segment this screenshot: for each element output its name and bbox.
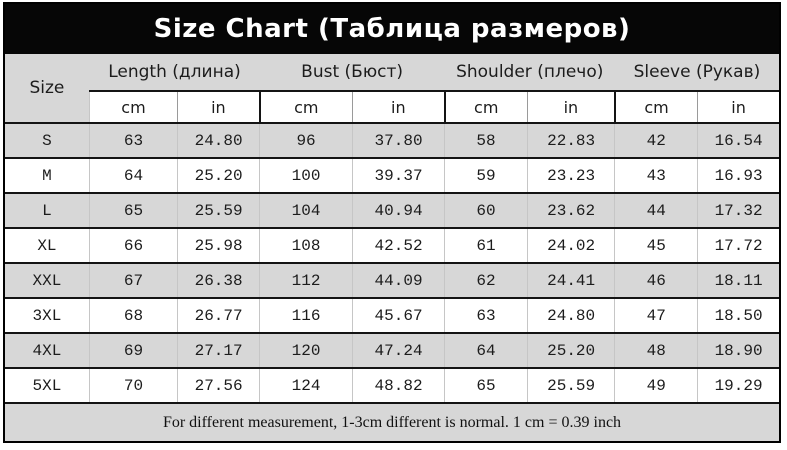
shoulder-in: 23.23 [526,158,615,194]
length-in: 27.56 [177,368,260,404]
length-cm: 68 [88,298,178,334]
length-cm: 69 [88,333,178,369]
shoulder-in: 25.20 [526,333,615,369]
length-cm: 64 [88,158,178,194]
shoulder-cm: 61 [444,228,528,264]
length-in: 26.38 [177,263,260,299]
shoulder-in: 23.62 [526,193,615,229]
bust-cm: 124 [259,368,353,404]
unit-header-sleeve-cm: cm [613,91,698,124]
shoulder-cm: 65 [444,368,528,404]
bust-in: 47.24 [351,333,445,369]
size-label: 3XL [5,298,90,334]
bust-cm: 108 [259,228,353,264]
shoulder-in: 24.41 [526,263,615,299]
table-row-xxl: XXL 67 26.38 112 44.09 62 24.41 46 18.11 [5,263,779,299]
sleeve-in: 18.11 [697,263,779,299]
unit-header-shoulder-cm: cm [443,91,528,124]
bust-cm: 96 [259,123,353,159]
bust-cm: 112 [259,263,353,299]
shoulder-cm: 59 [444,158,528,194]
size-chart-panel: Size Chart (Таблица размеров) Size Lengt… [3,2,781,443]
page-title: Size Chart (Таблица размеров) [5,4,779,54]
bust-cm: 104 [259,193,353,229]
size-label: S [5,123,90,159]
sleeve-cm: 43 [614,158,698,194]
bust-cm: 100 [259,158,353,194]
length-in: 25.20 [177,158,260,194]
table-row-xl: XL 66 25.98 108 42.52 61 24.02 45 17.72 [5,228,779,264]
sleeve-in: 16.93 [697,158,779,194]
length-in: 24.80 [177,123,260,159]
shoulder-cm: 63 [444,298,528,334]
unit-header-length-in: in [177,91,260,124]
sleeve-cm: 45 [614,228,698,264]
sleeve-in: 17.72 [697,228,779,264]
shoulder-cm: 60 [444,193,528,229]
bust-in: 40.94 [351,193,445,229]
sleeve-in: 18.50 [697,298,779,334]
bust-cm: 116 [259,298,353,334]
length-cm: 70 [88,368,178,404]
header-group-row: Size Length (длина) Bust (Бюст) Shoulder… [5,54,779,124]
size-label: L [5,193,90,229]
table-row-m: M 64 25.20 100 39.37 59 23.23 43 16.93 [5,158,779,194]
unit-header-bust-in: in [351,91,445,124]
bust-in: 39.37 [351,158,445,194]
bust-in: 42.52 [351,228,445,264]
header-unit-row: cm in cm in cm in cm in [5,91,779,124]
size-chart-table: Size Length (длина) Bust (Бюст) Shoulder… [5,54,779,404]
column-header-bust: Bust (Бюст) [259,54,445,92]
shoulder-cm: 64 [444,333,528,369]
shoulder-in: 25.59 [526,368,615,404]
sleeve-cm: 48 [614,333,698,369]
length-cm: 66 [88,228,178,264]
sleeve-cm: 46 [614,263,698,299]
bust-in: 37.80 [351,123,445,159]
sleeve-in: 19.29 [697,368,779,404]
sleeve-in: 18.90 [697,333,779,369]
bust-in: 44.09 [351,263,445,299]
sleeve-cm: 47 [614,298,698,334]
unit-header-sleeve-in: in [697,91,779,124]
shoulder-cm: 58 [444,123,528,159]
table-row-s: S 63 24.80 96 37.80 58 22.83 42 16.54 [5,123,779,159]
column-header-size: Size [5,54,90,124]
length-cm: 63 [88,123,178,159]
shoulder-in: 24.02 [526,228,615,264]
bust-in: 48.82 [351,368,445,404]
size-label: XL [5,228,90,264]
shoulder-cm: 62 [444,263,528,299]
measurement-note: For different measurement, 1-3cm differe… [5,404,779,441]
length-cm: 65 [88,193,178,229]
table-row-5xl: 5XL 70 27.56 124 48.82 65 25.59 49 19.29 [5,368,779,404]
unit-header-shoulder-in: in [526,91,615,124]
length-cm: 67 [88,263,178,299]
column-header-shoulder: Shoulder (плечо) [444,54,615,92]
size-label: 4XL [5,333,90,369]
shoulder-in: 22.83 [526,123,615,159]
table-row-l: L 65 25.59 104 40.94 60 23.62 44 17.32 [5,193,779,229]
size-label: XXL [5,263,90,299]
column-header-length: Length (длина) [89,54,260,92]
shoulder-in: 24.80 [526,298,615,334]
unit-header-length-cm: cm [88,91,178,124]
length-in: 27.17 [177,333,260,369]
column-header-sleeve: Sleeve (Рукав) [614,54,779,92]
table-row-3xl: 3XL 68 26.77 116 45.67 63 24.80 47 18.50 [5,298,779,334]
length-in: 25.59 [177,193,260,229]
sleeve-in: 16.54 [697,123,779,159]
unit-header-bust-cm: cm [258,91,353,124]
bust-cm: 120 [259,333,353,369]
sleeve-cm: 49 [614,368,698,404]
bust-in: 45.67 [351,298,445,334]
sleeve-cm: 44 [614,193,698,229]
table-row-4xl: 4XL 69 27.17 120 47.24 64 25.20 48 18.90 [5,333,779,369]
length-in: 26.77 [177,298,260,334]
sleeve-cm: 42 [614,123,698,159]
length-in: 25.98 [177,228,260,264]
size-label: M [5,158,90,194]
sleeve-in: 17.32 [697,193,779,229]
size-label: 5XL [5,368,90,404]
